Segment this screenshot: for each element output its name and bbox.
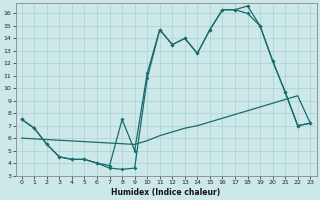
X-axis label: Humidex (Indice chaleur): Humidex (Indice chaleur) bbox=[111, 188, 221, 197]
